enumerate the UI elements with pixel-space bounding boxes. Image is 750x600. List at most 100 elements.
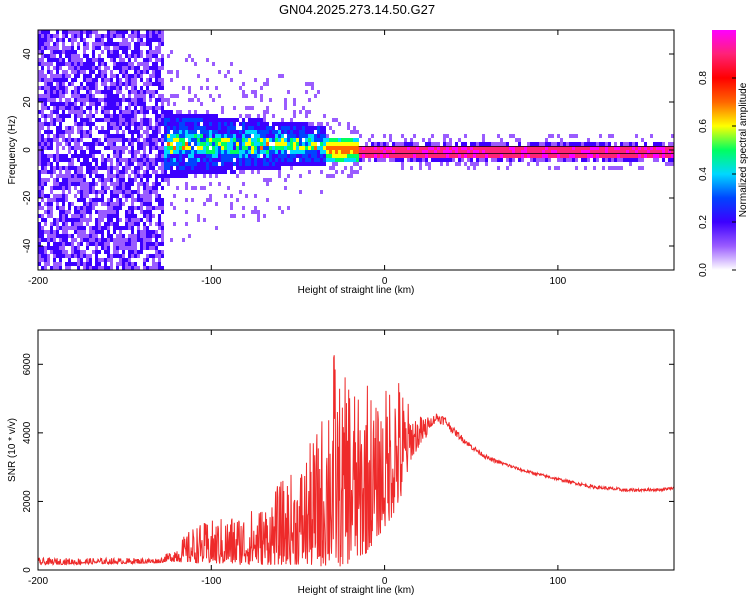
spectrogram-cell xyxy=(104,222,107,226)
spectrogram-cell xyxy=(137,110,140,114)
spectrogram-cell xyxy=(152,90,155,94)
spectrogram-cell xyxy=(125,38,128,42)
spectrogram-cell xyxy=(50,250,53,254)
spectrogram-cell xyxy=(146,90,149,94)
spectrogram-cell xyxy=(68,178,71,182)
spectrogram-cell xyxy=(197,146,200,150)
spectrogram-cell xyxy=(98,130,101,134)
spectrogram-cell xyxy=(116,90,119,94)
spectrogram-cell xyxy=(137,158,140,162)
spectrogram-cell xyxy=(554,146,557,150)
spectrogram-cell xyxy=(77,30,80,34)
spectrogram-cell xyxy=(356,162,359,166)
spectrogram-cell xyxy=(221,158,224,162)
spectrogram-cell xyxy=(665,150,668,154)
spectrogram-cell xyxy=(65,130,68,134)
spectrogram-cell xyxy=(212,162,215,166)
spectrogram-cell xyxy=(95,182,98,186)
spectrogram-cell xyxy=(155,142,158,146)
spectrogram-cell xyxy=(56,46,59,50)
spectrogram-cell xyxy=(191,174,194,178)
spectrogram-cell xyxy=(53,66,56,70)
spectrogram-cell xyxy=(41,50,44,54)
spectrogram-cell xyxy=(317,126,320,130)
spectrogram-cell xyxy=(134,178,137,182)
spectrogram-cell xyxy=(122,130,125,134)
spectrogram-cell xyxy=(38,170,41,174)
spectrogram-cell xyxy=(311,130,314,134)
spectrogram-cell xyxy=(164,162,167,166)
spectrogram-cell xyxy=(140,166,143,170)
spectrogram-cell xyxy=(104,94,107,98)
spectrogram-cell xyxy=(50,98,53,102)
spectrogram-cell xyxy=(158,106,161,110)
spectrogram-cell xyxy=(182,238,185,242)
spectrogram-cell xyxy=(227,126,230,130)
spectrogram-cell xyxy=(263,146,266,150)
spectrogram-cell xyxy=(263,162,266,166)
spectrogram-cell xyxy=(155,186,158,190)
spectrogram-cell xyxy=(134,242,137,246)
spectrogram-cell xyxy=(143,258,146,262)
spectrogram-cell xyxy=(551,150,554,154)
spectrogram-cell xyxy=(131,34,134,38)
spectrogram-cell xyxy=(299,142,302,146)
spectrogram-cell xyxy=(140,234,143,238)
spectrogram-cell xyxy=(440,162,443,166)
spectrogram-cell xyxy=(575,158,578,162)
spectrogram-cell xyxy=(224,166,227,170)
spectrogram-cell xyxy=(536,162,539,166)
spectrogram-cell xyxy=(290,126,293,130)
spectrogram-cell xyxy=(311,150,314,154)
spectrogram-cell xyxy=(314,158,317,162)
spectrogram-cell xyxy=(521,154,524,158)
spectrogram-cell xyxy=(152,138,155,142)
spectrogram-cell xyxy=(74,34,77,38)
spectrogram-cell xyxy=(290,146,293,150)
spectrogram-cell xyxy=(77,86,80,90)
spectrogram-cell xyxy=(131,38,134,42)
spectrogram-cell xyxy=(146,126,149,130)
spectrogram-cell xyxy=(74,238,77,242)
spectrogram-cell xyxy=(158,150,161,154)
spectrogram-cell xyxy=(494,158,497,162)
spectrogram-cell xyxy=(236,130,239,134)
spectrogram-cell xyxy=(155,118,158,122)
spectrogram-cell xyxy=(47,86,50,90)
spectrogram-cell xyxy=(53,118,56,122)
spectrogram-cell xyxy=(149,58,152,62)
spectrogram-cell xyxy=(131,138,134,142)
spectrogram-cell xyxy=(155,50,158,54)
spectrogram-cell xyxy=(542,154,545,158)
spectrogram-cell xyxy=(44,30,47,34)
spectrogram-cell xyxy=(323,114,326,118)
spectrogram-cell xyxy=(110,118,113,122)
spectrogram-cell xyxy=(137,218,140,222)
spectrogram-cell xyxy=(173,62,176,66)
spectrogram-cell xyxy=(188,170,191,174)
spectrogram-cell xyxy=(59,258,62,262)
spectrogram-cell xyxy=(536,142,539,146)
spectrogram-cell xyxy=(122,166,125,170)
spectrogram-cell xyxy=(206,114,209,118)
spectrogram-cell xyxy=(170,78,173,82)
spectrogram-cell xyxy=(101,74,104,78)
spectrogram-cell xyxy=(281,74,284,78)
spectrogram-cell xyxy=(98,38,101,42)
spectrogram-cell xyxy=(608,146,611,150)
spectrogram-cell xyxy=(62,50,65,54)
spectrogram-cell xyxy=(194,62,197,66)
spectrogram-cell xyxy=(149,162,152,166)
spectrogram-cell xyxy=(83,110,86,114)
spectrogram-cell xyxy=(50,78,53,82)
spectrogram-cell xyxy=(236,202,239,206)
spectrogram-cell xyxy=(332,174,335,178)
spectrogram-cell xyxy=(188,90,191,94)
spectrogram-cell xyxy=(497,134,500,138)
spectrogram-cell xyxy=(131,218,134,222)
spectrogram-cell xyxy=(143,186,146,190)
spectrogram-cell xyxy=(614,150,617,154)
spectrogram-cell xyxy=(104,134,107,138)
spectrogram-y-tick-label: 20 xyxy=(22,96,33,108)
spectrogram-cell xyxy=(122,82,125,86)
